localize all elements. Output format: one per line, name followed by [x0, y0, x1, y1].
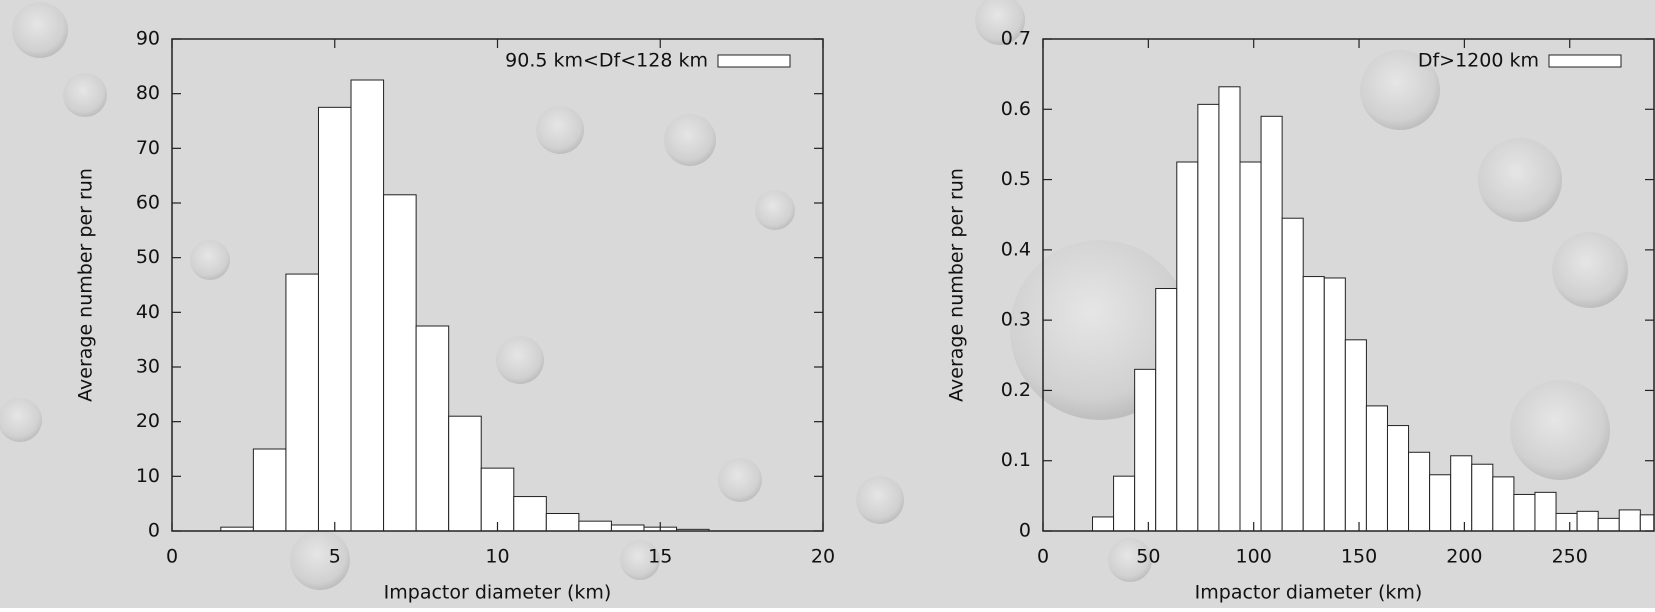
x-tick-label: 20: [811, 546, 835, 568]
bar: [317, 106, 352, 532]
plot-frame: [1042, 38, 1655, 532]
plot-frame: [171, 38, 824, 532]
x-axis-label: Impactor diameter (km): [1195, 582, 1423, 604]
bar: [1576, 510, 1599, 532]
legend-swatch: [1548, 54, 1622, 68]
x-axis-label: Impactor diameter (km): [384, 582, 612, 604]
bar: [1092, 516, 1115, 532]
y-tick-label: 0.5: [1001, 168, 1031, 190]
bar: [1281, 217, 1304, 532]
bar: [1155, 288, 1178, 532]
y-tick-label: 0.4: [1001, 238, 1031, 260]
legend-label: Df>1200 km: [1418, 50, 1539, 72]
bar: [1471, 463, 1494, 532]
bar: [1513, 493, 1536, 532]
bar: [545, 513, 580, 532]
bar: [1597, 517, 1620, 532]
bar: [1302, 276, 1325, 532]
bar: [1408, 451, 1431, 532]
y-axis-label: Average number per run: [946, 168, 968, 402]
bar: [1534, 491, 1557, 532]
legend-label: 90.5 km<Df<128 km: [505, 50, 708, 72]
y-tick-label: 0: [148, 520, 160, 542]
bar: [1386, 425, 1410, 532]
y-tick-label: 70: [136, 137, 160, 159]
bar: [350, 79, 385, 532]
bar: [1239, 161, 1262, 532]
bar: [1176, 161, 1199, 532]
y-tick-label: 0.1: [1001, 449, 1031, 471]
bar: [285, 273, 319, 532]
y-tick-label: 0.2: [1001, 379, 1031, 401]
craters: [0, 0, 1628, 590]
bar: [1218, 86, 1241, 532]
bar: [1429, 474, 1452, 532]
bar: [1450, 455, 1473, 532]
x-tick-label: 0: [166, 546, 178, 568]
x-tick-label: 100: [1236, 546, 1272, 568]
y-tick-label: 20: [136, 410, 160, 432]
bar: [1323, 277, 1346, 532]
y-tick-label: 90: [136, 28, 160, 50]
y-axis-label: Average number per run: [75, 168, 97, 402]
y-tick-label: 40: [136, 301, 160, 323]
bar: [1618, 509, 1641, 532]
y-tick-label: 80: [136, 82, 160, 104]
y-tick-label: 50: [136, 246, 160, 268]
bar: [1134, 368, 1157, 532]
bar: [1344, 339, 1367, 532]
y-tick-label: 10: [136, 465, 160, 487]
y-tick-label: 0.7: [1001, 28, 1031, 50]
bar: [448, 415, 482, 532]
x-tick-label: 0: [1037, 546, 1049, 568]
bar: [252, 448, 287, 532]
y-tick-label: 60: [136, 192, 160, 214]
x-tick-label: 250: [1552, 546, 1588, 568]
legend-swatch: [717, 54, 791, 68]
bar: [1113, 475, 1136, 532]
y-tick-label: 0: [1019, 520, 1031, 542]
bar: [1365, 405, 1388, 532]
x-tick-label: 150: [1341, 546, 1377, 568]
y-tick-label: 0.3: [1001, 309, 1031, 331]
bar: [1639, 514, 1655, 532]
x-tick-label: 50: [1136, 546, 1160, 568]
bar: [480, 467, 515, 532]
bar: [610, 524, 645, 532]
x-tick-label: 200: [1446, 546, 1482, 568]
bar: [578, 520, 612, 532]
bar: [1492, 476, 1515, 532]
x-tick-label: 15: [648, 546, 672, 568]
y-tick-label: 30: [136, 356, 160, 378]
bar: [1197, 103, 1220, 532]
x-tick-label: 5: [329, 546, 341, 568]
bar: [415, 325, 450, 532]
bar: [1555, 512, 1578, 532]
bar: [1260, 115, 1283, 532]
bar: [513, 496, 547, 532]
y-tick-label: 0.6: [1001, 98, 1031, 120]
x-tick-label: 10: [485, 546, 509, 568]
bar: [383, 194, 417, 532]
